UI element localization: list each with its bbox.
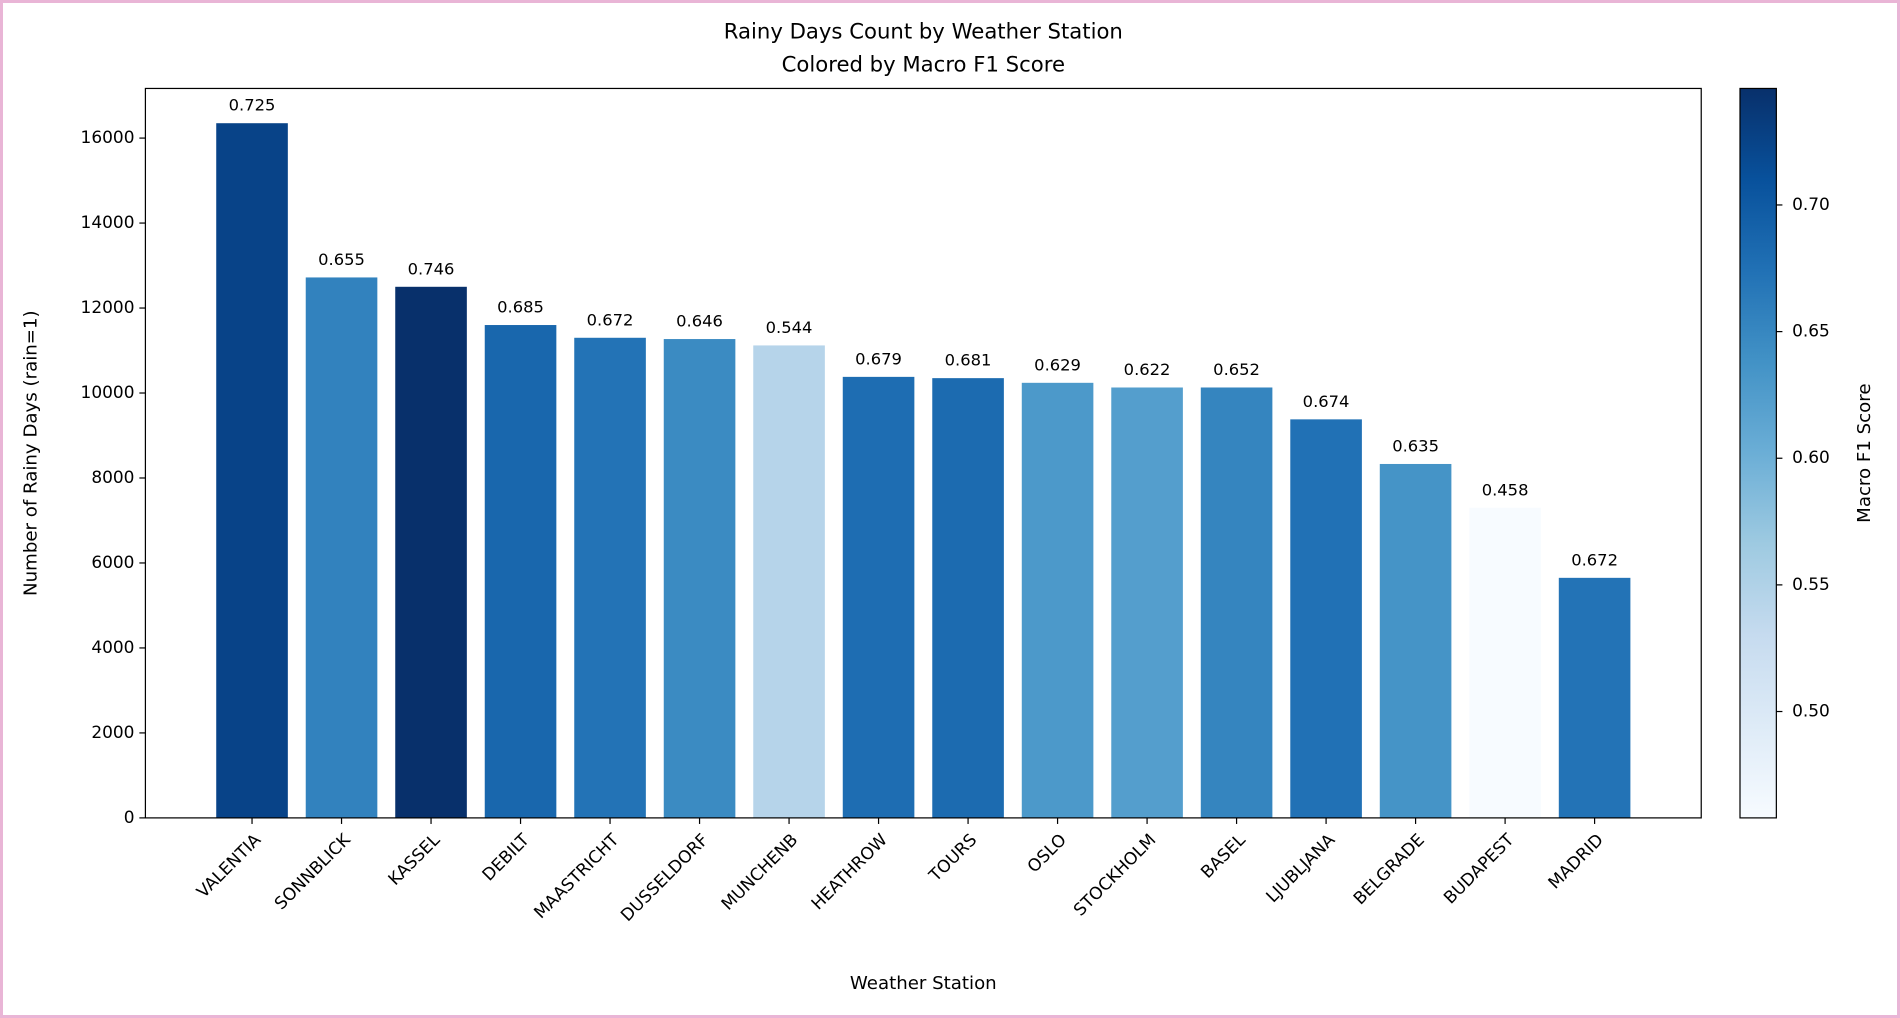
bar-value-label: 0.672 [1571,550,1618,569]
y-tick-label: 8000 [91,467,134,487]
x-tick-label: DUSSELDORF [616,830,712,926]
bar-value-label: 0.725 [229,96,276,115]
x-tick-label: DEBILT [478,829,534,885]
bar [753,345,825,818]
x-tick-label: KASSEL [384,829,444,889]
bar [216,123,288,818]
bar [932,378,1004,818]
bar-value-label: 0.622 [1124,360,1171,379]
bar-value-label: 0.635 [1392,437,1439,456]
y-tick-label: 10000 [81,382,135,402]
y-tick-label: 6000 [91,552,134,572]
chart-title: Rainy Days Count by Weather Station [724,19,1123,44]
bar-value-label: 0.674 [1303,392,1350,411]
plot-frame [144,87,1702,819]
bar [484,325,557,818]
y-tick-label: 14000 [81,212,135,232]
bar-value-label: 0.685 [497,298,544,317]
x-tick-label: BASEL [1197,829,1250,882]
y-tick-label: 4000 [91,637,134,657]
bar-value-label: 0.629 [1034,355,1081,374]
x-tick-label: LJUBLJANA [1262,829,1339,906]
bar-value-label: 0.681 [945,351,992,370]
x-tick-label: BUDAPEST [1439,829,1518,908]
colorbar-tick-label: 0.60 [1792,447,1830,467]
bar [1379,463,1452,818]
x-tick-label: STOCKHOLM [1069,830,1159,920]
bar [663,339,736,818]
bar-value-label: 0.655 [318,250,365,269]
bar [574,337,646,818]
bar [1200,387,1273,818]
colorbar-tick-label: 0.50 [1792,701,1830,721]
chart-subtitle: Colored by Macro F1 Score [782,51,1065,76]
bar [1021,382,1094,818]
bar [1558,577,1631,818]
bar-value-label: 0.544 [766,318,813,337]
bar-value-label: 0.652 [1213,360,1260,379]
plot-root: Rainy Days Count by Weather Station Colo… [21,19,1875,994]
y-axis-label: Number of Rainy Days (rain=1) [21,310,42,596]
x-tick-label: MAASTRICHT [530,829,623,922]
colorbar-tick-label: 0.70 [1792,194,1830,214]
colorbar [1739,87,1777,819]
bar-value-label: 0.646 [676,312,723,331]
colorbar-label: Macro F1 Score [1854,384,1875,523]
y-tick-label: 16000 [81,127,135,147]
x-axis-label: Weather Station [850,973,997,994]
bar [1290,419,1362,818]
y-tick-label: 0 [124,807,135,827]
x-tick-label: OSLO [1023,830,1070,877]
x-tick-label: VALENTIA [192,829,264,901]
y-tick-label: 12000 [81,297,135,317]
x-tick-label: HEATHROW [807,829,891,913]
bar-value-label: 0.458 [1482,480,1529,499]
x-tick-label: MUNCHENB [717,830,801,914]
bar [305,277,378,818]
x-tick-label: TOURS [924,830,980,886]
colorbar-tick-label: 0.65 [1792,321,1830,341]
bar [1469,507,1541,818]
y-tick-label: 2000 [91,722,134,742]
x-tick-label: BELGRADE [1349,830,1428,909]
bar [842,376,915,818]
bar-value-label: 0.679 [855,349,902,368]
bar [395,286,467,818]
bar [1111,387,1183,818]
colorbar-tick-label: 0.55 [1792,574,1830,594]
bar-value-label: 0.746 [408,259,455,278]
x-tick-label: MADRID [1544,830,1607,893]
bar-value-label: 0.672 [587,310,634,329]
x-tick-label: SONNBLICK [270,829,354,913]
